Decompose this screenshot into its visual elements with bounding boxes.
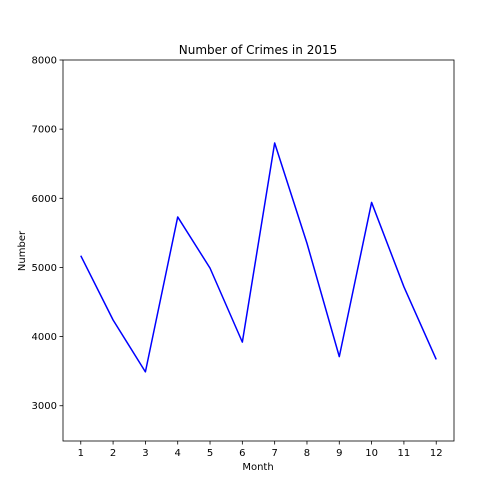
x-tick-label: 6 <box>239 448 245 459</box>
y-tick-label: 6000 <box>32 194 57 205</box>
y-tick-label: 3000 <box>32 401 57 412</box>
y-tick-label: 8000 <box>32 56 57 67</box>
x-tick-label: 12 <box>430 448 443 459</box>
x-tick-label: 1 <box>78 448 84 459</box>
axes-frame <box>62 59 455 442</box>
y-tick-label: 4000 <box>32 332 57 343</box>
x-tick-label: 3 <box>142 448 148 459</box>
x-tick-label: 7 <box>271 448 277 459</box>
y-tick-label: 7000 <box>32 125 57 136</box>
y-tick-label: 5000 <box>32 263 57 274</box>
x-tick-label: 11 <box>398 448 411 459</box>
x-tick-label: 10 <box>365 448 378 459</box>
x-tick-label: 9 <box>336 448 342 459</box>
x-tick-label: 8 <box>304 448 310 459</box>
x-tick-label: 5 <box>207 448 213 459</box>
chart-title: Number of Crimes in 2015 <box>179 43 337 57</box>
x-tick-label: 4 <box>175 448 181 459</box>
series-line-0 <box>80 142 437 373</box>
x-tick-label: 2 <box>110 448 116 459</box>
x-axis-label: Month <box>242 462 273 473</box>
y-axis-label: Number <box>17 230 28 271</box>
